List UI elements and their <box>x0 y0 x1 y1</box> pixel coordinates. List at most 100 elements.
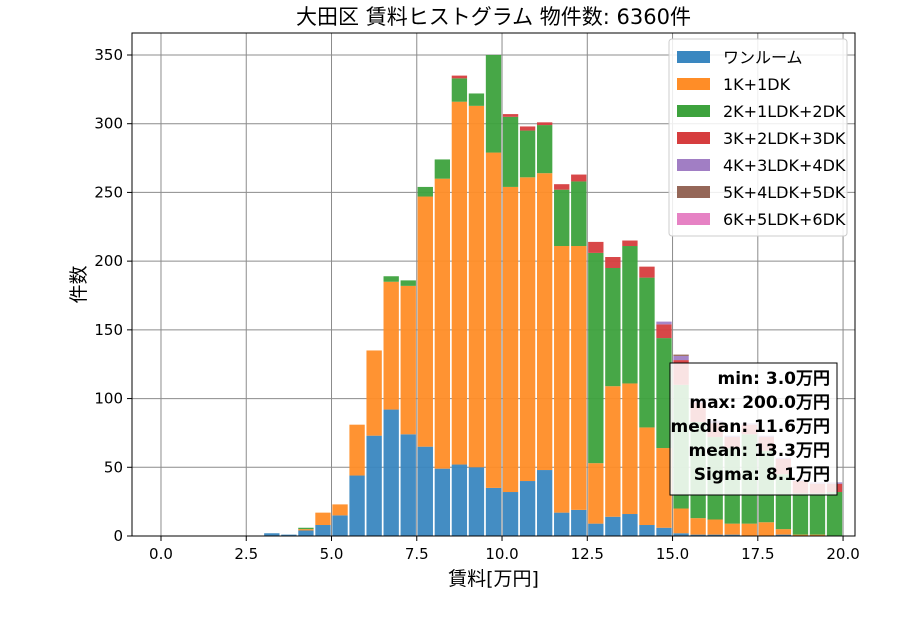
x-tick-label: 2.5 <box>234 545 258 563</box>
bar-segment <box>792 493 809 535</box>
bar-segment <box>417 186 433 197</box>
legend-label: ワンルーム <box>723 48 803 67</box>
bar-segment <box>434 178 451 469</box>
bar-segment <box>536 173 553 471</box>
bar-segment <box>792 534 809 536</box>
bar-segment <box>639 525 655 536</box>
x-tick-label: 10.0 <box>485 545 518 563</box>
y-tick-label: 200 <box>94 252 123 270</box>
bar-segment <box>656 321 672 325</box>
bar-segment <box>519 481 536 536</box>
bar-segment <box>383 276 399 282</box>
bar-segment <box>809 493 826 535</box>
bar-segment <box>673 355 689 361</box>
y-tick-label: 300 <box>94 115 123 133</box>
bar-segment <box>417 446 433 536</box>
bar-segment <box>315 525 331 536</box>
bar-segment <box>400 280 416 286</box>
stats-box-frame <box>669 362 838 496</box>
legend-swatch <box>677 78 710 90</box>
bar-segment <box>656 448 672 528</box>
bar-segment <box>332 515 348 536</box>
bar-segment <box>519 177 536 482</box>
bar-segment <box>349 424 365 476</box>
stats-line: max: 200.0万円 <box>689 393 830 413</box>
bar-segment <box>366 435 382 536</box>
bar-segment <box>451 464 468 536</box>
y-tick-label: 250 <box>94 183 123 201</box>
bar-segment <box>485 152 502 488</box>
bar-segment <box>690 518 706 535</box>
bar-segment <box>571 509 587 536</box>
bar-segment <box>605 386 621 517</box>
bar-segment <box>605 516 621 536</box>
bar-segment <box>298 527 314 530</box>
stats-line: mean: 13.3万円 <box>689 441 830 461</box>
bar-segment <box>656 324 672 339</box>
stats-line: min: 3.0万円 <box>718 369 830 389</box>
bar-segment <box>690 534 706 536</box>
bar-segment <box>571 246 587 510</box>
legend-swatch <box>677 105 710 117</box>
x-tick-label: 20.0 <box>826 545 859 563</box>
bar-segment <box>468 93 485 106</box>
bar-segment <box>451 101 468 465</box>
bar-segment <box>434 468 451 536</box>
bar-segment <box>519 126 536 131</box>
bar-segment <box>571 181 587 247</box>
bar-segment <box>264 533 280 536</box>
bar-segment <box>519 130 536 178</box>
bar-segment <box>315 512 331 526</box>
legend: ワンルーム 1K+1DK 2K+1LDK+2DK 3K+2LDK+3DK 4K+3LDK… <box>668 38 848 237</box>
bar-segment <box>673 508 689 534</box>
bar-segment <box>502 114 519 117</box>
y-tick-label: 100 <box>94 390 123 408</box>
bar-segment <box>468 467 485 536</box>
y-axis-label: 件数 <box>68 265 90 303</box>
bar-segment <box>332 504 348 516</box>
x-tick-label: 0.0 <box>149 545 173 563</box>
y-tick-label: 150 <box>94 321 123 339</box>
bar-segment <box>741 523 757 536</box>
legend-label: 3K+2LDK+3DK <box>723 129 846 148</box>
bar-segment <box>622 383 638 515</box>
legend-swatch <box>677 159 710 171</box>
x-tick-label: 17.5 <box>741 545 774 563</box>
bar-segment <box>809 534 826 536</box>
bar-segment <box>622 514 638 536</box>
stats-line: median: 11.6万円 <box>671 417 830 437</box>
bar-segment <box>417 196 433 447</box>
legend-swatch <box>677 132 710 144</box>
plot-frame <box>131 32 856 537</box>
legend-label: 1K+1DK <box>723 75 791 94</box>
y-tick-label: 350 <box>94 46 123 64</box>
legend-label: 6K+5LDK+6DK <box>723 210 846 229</box>
bar-segment <box>724 523 740 535</box>
y-tick-label: 0 <box>113 527 123 545</box>
bar-segment <box>707 519 723 535</box>
bar-segment <box>502 492 519 536</box>
legend-label: 4K+3LDK+4DK <box>723 156 846 175</box>
bar-segment <box>536 470 553 536</box>
x-axis-label: 賃料[万円] <box>448 568 539 590</box>
bar-segment <box>656 527 672 536</box>
bar-segment <box>571 174 587 182</box>
legend-box <box>668 38 848 237</box>
chart-title: 大田区 賃料ヒストグラム 物件数: 6360件 <box>296 5 691 29</box>
bar-segment <box>298 530 314 536</box>
y-tick-label: 50 <box>104 458 123 476</box>
bar-segment <box>502 186 519 493</box>
bar-segment <box>605 268 621 387</box>
bar-segment <box>588 523 604 536</box>
bar-segment <box>775 529 792 535</box>
bar-segment <box>383 281 399 410</box>
stats-line: Sigma: 8.1万円 <box>694 465 830 485</box>
bar-segment <box>826 492 843 536</box>
bar-segment <box>349 475 365 536</box>
legend-swatch <box>677 213 710 225</box>
y-axis-ticks: 0 50 100 150 200 250 300 350 <box>94 46 132 545</box>
bar-segment <box>622 240 638 247</box>
bar-segment <box>639 277 655 428</box>
bar-segment <box>673 533 689 536</box>
bar-segment <box>298 529 314 531</box>
